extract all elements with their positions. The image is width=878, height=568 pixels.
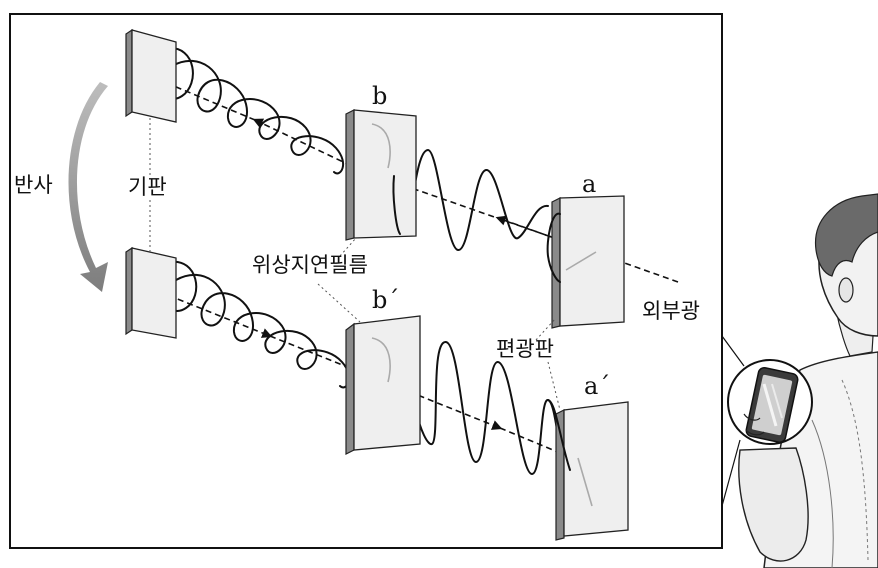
person-illustration [721,193,878,568]
phase-film-plate-b-prime [345,315,421,455]
reflection-arrow [68,82,108,292]
callout-line [721,335,745,367]
label-plate-b: b [372,82,387,110]
callout-line-2 [721,439,741,507]
leader-film-top [339,237,357,257]
label-reflection: 반사 [14,173,53,197]
label-phase-film: 위상지연필름 [252,253,368,277]
phase-film-plate-b [345,109,417,241]
person-hair [814,193,878,277]
leader-polarizer-bottom [547,361,561,411]
polarizer-plate-a [551,195,625,329]
label-plate-a: a [582,170,596,198]
label-substrate: 기판 [128,175,167,199]
label-polarizer: 편광판 [496,337,554,361]
linear-wave-bottom [383,329,567,476]
linear-wave-front-a [546,212,561,283]
substrate-plate-bottom [125,246,177,339]
polarizer-plate-a-prime [555,401,629,541]
label-plate-b-prime: b´ [372,286,399,314]
label-plate-a-prime: a´ [584,372,610,400]
linear-wave-front-b [392,175,401,235]
linear-wave-front-a-prime [547,399,571,471]
label-external-light: 외부광 [642,299,700,323]
substrate-plate-top [125,28,177,123]
smartphone [745,366,799,444]
person-hand [738,447,809,562]
